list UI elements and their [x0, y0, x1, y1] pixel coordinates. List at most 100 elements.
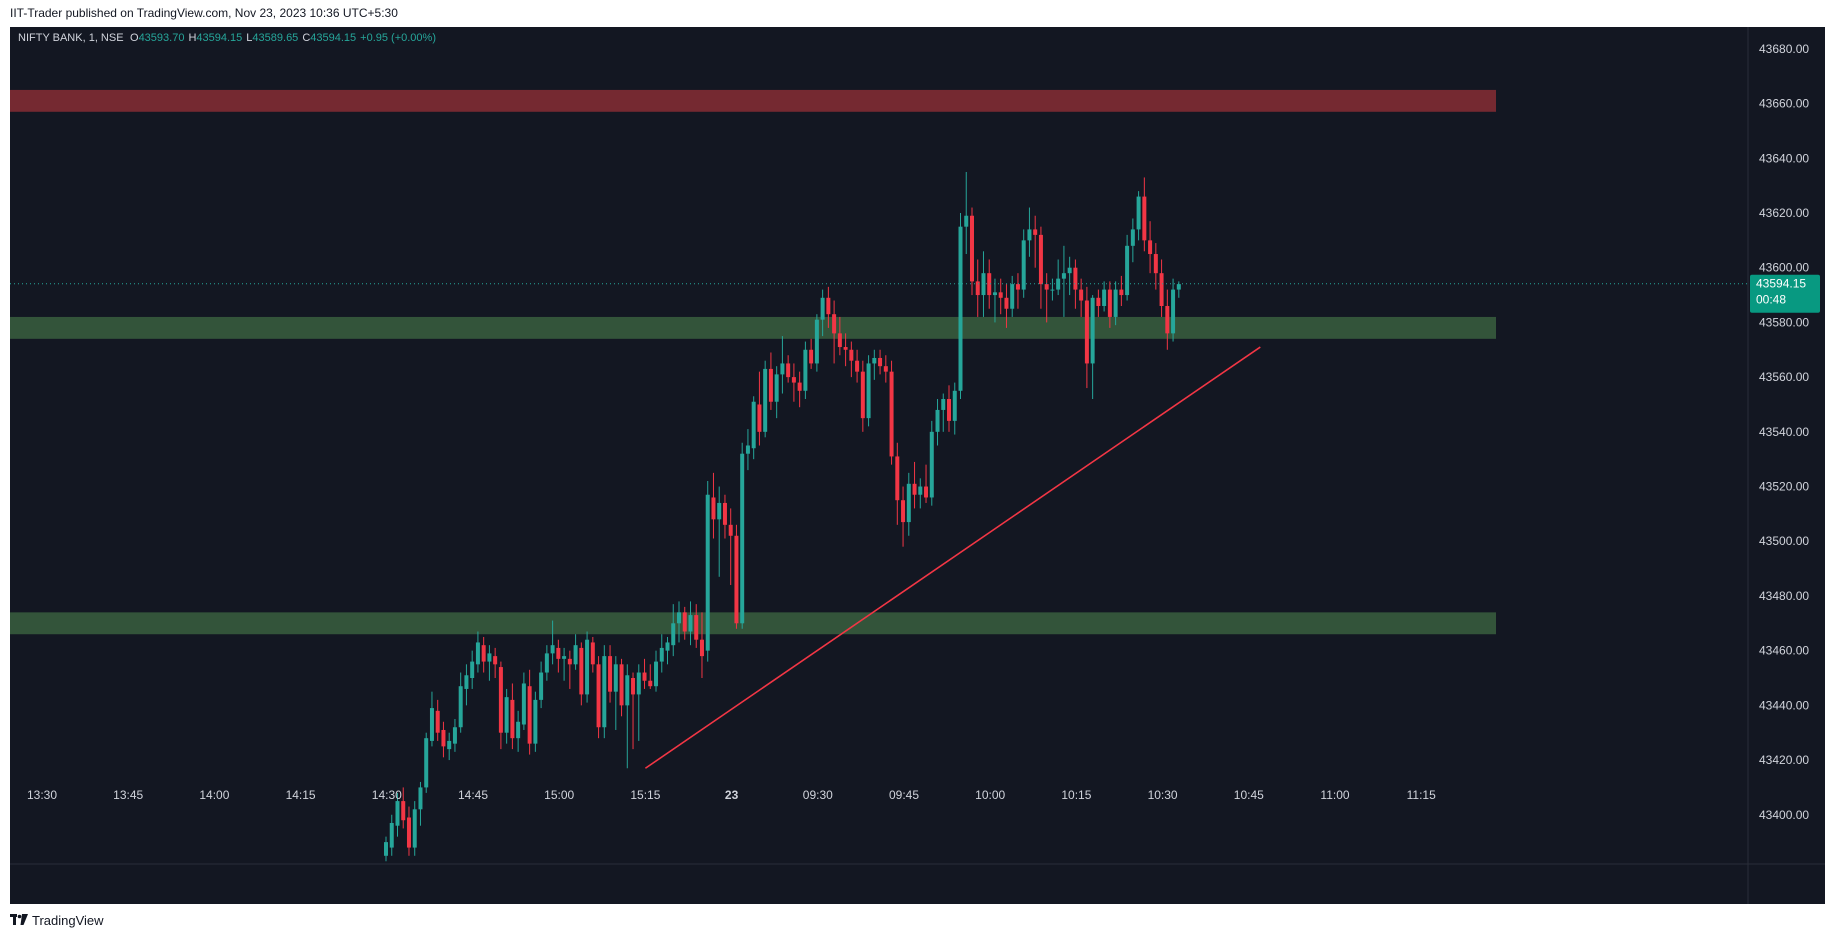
- candle[interactable]: [809, 338, 814, 369]
- candle[interactable]: [1073, 259, 1078, 309]
- candle[interactable]: [832, 300, 837, 364]
- candle[interactable]: [470, 650, 475, 689]
- candle[interactable]: [935, 399, 940, 446]
- candle[interactable]: [820, 289, 825, 337]
- candle[interactable]: [728, 508, 733, 585]
- candle[interactable]: [418, 781, 423, 826]
- candle[interactable]: [1084, 286, 1089, 389]
- candle[interactable]: [1027, 207, 1032, 257]
- candle[interactable]: [1079, 278, 1084, 317]
- candle[interactable]: [797, 371, 802, 408]
- candle[interactable]: [498, 661, 503, 750]
- chart-frame[interactable]: 43400.00 43420.00 43440.00 43460.00 43480.00…: [10, 27, 1825, 904]
- candle[interactable]: [429, 691, 434, 747]
- candle[interactable]: [981, 251, 986, 317]
- candle[interactable]: [412, 801, 417, 856]
- candle[interactable]: [567, 650, 572, 689]
- candle[interactable]: [516, 710, 521, 752]
- candle[interactable]: [711, 472, 716, 539]
- candle[interactable]: [493, 647, 498, 678]
- candle[interactable]: [596, 656, 601, 739]
- candle[interactable]: [1090, 295, 1095, 399]
- candle[interactable]: [1148, 221, 1153, 274]
- candle[interactable]: [837, 316, 842, 356]
- candle[interactable]: [1004, 284, 1009, 328]
- candle[interactable]: [406, 806, 411, 856]
- candle[interactable]: [504, 688, 509, 744]
- candle[interactable]: [717, 486, 722, 577]
- candle[interactable]: [751, 396, 756, 460]
- candle[interactable]: [740, 442, 745, 629]
- candle[interactable]: [1153, 243, 1158, 290]
- candle[interactable]: [901, 486, 906, 547]
- candle[interactable]: [964, 171, 969, 255]
- candle[interactable]: [745, 429, 750, 471]
- candle[interactable]: [550, 620, 555, 665]
- candle[interactable]: [625, 664, 630, 769]
- candle[interactable]: [969, 207, 974, 296]
- candle[interactable]: [1038, 226, 1043, 309]
- candle[interactable]: [533, 691, 538, 752]
- candle[interactable]: [682, 606, 687, 640]
- candle[interactable]: [544, 645, 549, 681]
- candle[interactable]: [791, 363, 796, 402]
- candle[interactable]: [1015, 273, 1020, 309]
- candle[interactable]: [757, 371, 762, 446]
- candle[interactable]: [435, 699, 440, 741]
- candle[interactable]: [556, 639, 561, 673]
- candle[interactable]: [1130, 218, 1135, 263]
- candle[interactable]: [608, 645, 613, 703]
- candle[interactable]: [475, 631, 480, 673]
- candle[interactable]: [1171, 278, 1176, 342]
- candle[interactable]: [780, 336, 785, 394]
- candle[interactable]: [1067, 256, 1072, 296]
- candle[interactable]: [849, 341, 854, 378]
- candle[interactable]: [481, 636, 486, 673]
- candle[interactable]: [843, 333, 848, 367]
- candle[interactable]: [401, 787, 406, 829]
- candle[interactable]: [889, 360, 894, 465]
- candle[interactable]: [763, 360, 768, 438]
- candle[interactable]: [1050, 278, 1055, 301]
- candle[interactable]: [1136, 191, 1141, 241]
- candle[interactable]: [912, 461, 917, 509]
- candle[interactable]: [424, 732, 429, 793]
- tradingview-logo-icon[interactable]: [10, 912, 28, 928]
- candle[interactable]: [636, 664, 641, 741]
- candle[interactable]: [562, 647, 567, 681]
- demand-zone[interactable]: [10, 316, 1496, 339]
- candle[interactable]: [924, 464, 929, 503]
- candle[interactable]: [1021, 229, 1026, 298]
- candle[interactable]: [585, 631, 590, 703]
- candle[interactable]: [705, 481, 710, 662]
- candle[interactable]: [642, 658, 647, 689]
- candle[interactable]: [694, 604, 699, 648]
- candle[interactable]: [665, 636, 670, 665]
- candle[interactable]: [389, 814, 394, 856]
- candle[interactable]: [878, 349, 883, 375]
- candle[interactable]: [803, 341, 808, 399]
- candle[interactable]: [774, 366, 779, 419]
- footer-brand[interactable]: TradingView: [32, 912, 104, 928]
- candle[interactable]: [768, 352, 773, 410]
- candles-layer[interactable]: [384, 171, 1181, 862]
- candle[interactable]: [947, 385, 952, 432]
- candle[interactable]: [539, 661, 544, 709]
- candle[interactable]: [487, 645, 492, 681]
- candle[interactable]: [722, 494, 727, 539]
- candle[interactable]: [654, 650, 659, 692]
- candle[interactable]: [441, 721, 446, 758]
- candle[interactable]: [786, 355, 791, 383]
- candle[interactable]: [648, 664, 653, 689]
- candle[interactable]: [1061, 245, 1066, 317]
- candle[interactable]: [458, 672, 463, 733]
- candle[interactable]: [855, 349, 860, 383]
- candle[interactable]: [918, 478, 923, 509]
- candle[interactable]: [958, 213, 963, 399]
- candle[interactable]: [734, 524, 739, 629]
- candle[interactable]: [929, 420, 934, 506]
- candle[interactable]: [1102, 281, 1107, 312]
- candle[interactable]: [872, 349, 877, 380]
- candle[interactable]: [992, 278, 997, 323]
- candle[interactable]: [826, 286, 831, 328]
